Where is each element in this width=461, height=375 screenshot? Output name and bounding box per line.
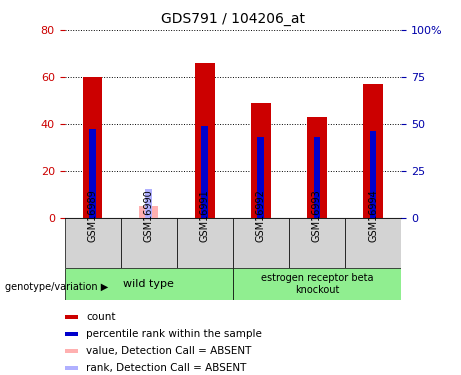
Text: GSM16989: GSM16989 xyxy=(88,189,98,242)
Bar xyxy=(370,131,377,218)
Bar xyxy=(345,217,401,268)
Bar xyxy=(65,349,78,353)
Bar xyxy=(233,217,289,268)
Bar xyxy=(177,217,233,268)
Bar xyxy=(139,206,159,218)
Text: genotype/variation ▶: genotype/variation ▶ xyxy=(5,282,108,292)
Bar xyxy=(289,217,345,268)
Bar xyxy=(145,189,152,217)
Bar xyxy=(83,77,102,218)
Bar xyxy=(65,217,121,268)
Bar xyxy=(251,103,271,218)
Bar xyxy=(89,129,96,218)
Bar xyxy=(233,268,401,300)
Bar xyxy=(313,137,320,218)
Bar xyxy=(65,366,78,370)
Text: GSM16992: GSM16992 xyxy=(256,189,266,242)
Title: GDS791 / 104206_at: GDS791 / 104206_at xyxy=(161,12,305,26)
Bar xyxy=(121,217,177,268)
Bar xyxy=(257,137,264,218)
Bar xyxy=(195,63,214,217)
Text: GSM16993: GSM16993 xyxy=(312,189,322,242)
Text: GSM16991: GSM16991 xyxy=(200,189,210,242)
Text: GSM16990: GSM16990 xyxy=(144,189,154,242)
Text: wild type: wild type xyxy=(123,279,174,289)
Text: GSM16994: GSM16994 xyxy=(368,189,378,242)
Bar xyxy=(201,126,208,218)
Bar xyxy=(65,268,233,300)
Bar xyxy=(307,117,327,218)
Text: estrogen receptor beta
knockout: estrogen receptor beta knockout xyxy=(260,273,373,295)
Bar xyxy=(65,332,78,336)
Text: percentile rank within the sample: percentile rank within the sample xyxy=(86,328,262,339)
Bar xyxy=(65,315,78,318)
Text: value, Detection Call = ABSENT: value, Detection Call = ABSENT xyxy=(86,346,252,356)
Text: rank, Detection Call = ABSENT: rank, Detection Call = ABSENT xyxy=(86,363,247,373)
Bar xyxy=(363,84,383,218)
Text: count: count xyxy=(86,312,116,322)
